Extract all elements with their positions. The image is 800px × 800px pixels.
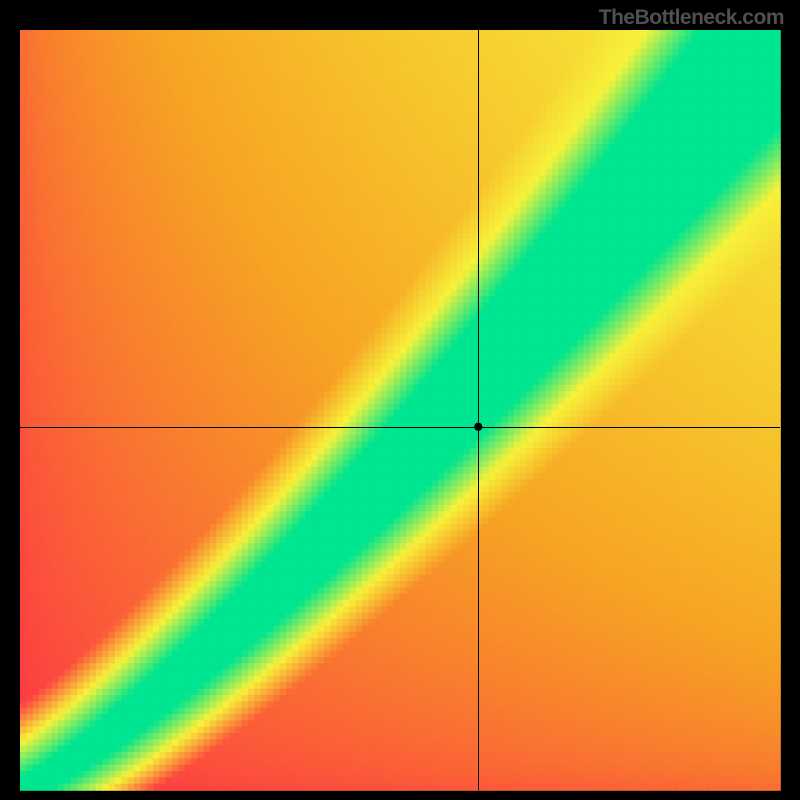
bottleneck-heatmap	[0, 0, 800, 800]
watermark-text: TheBottleneck.com	[599, 6, 784, 30]
